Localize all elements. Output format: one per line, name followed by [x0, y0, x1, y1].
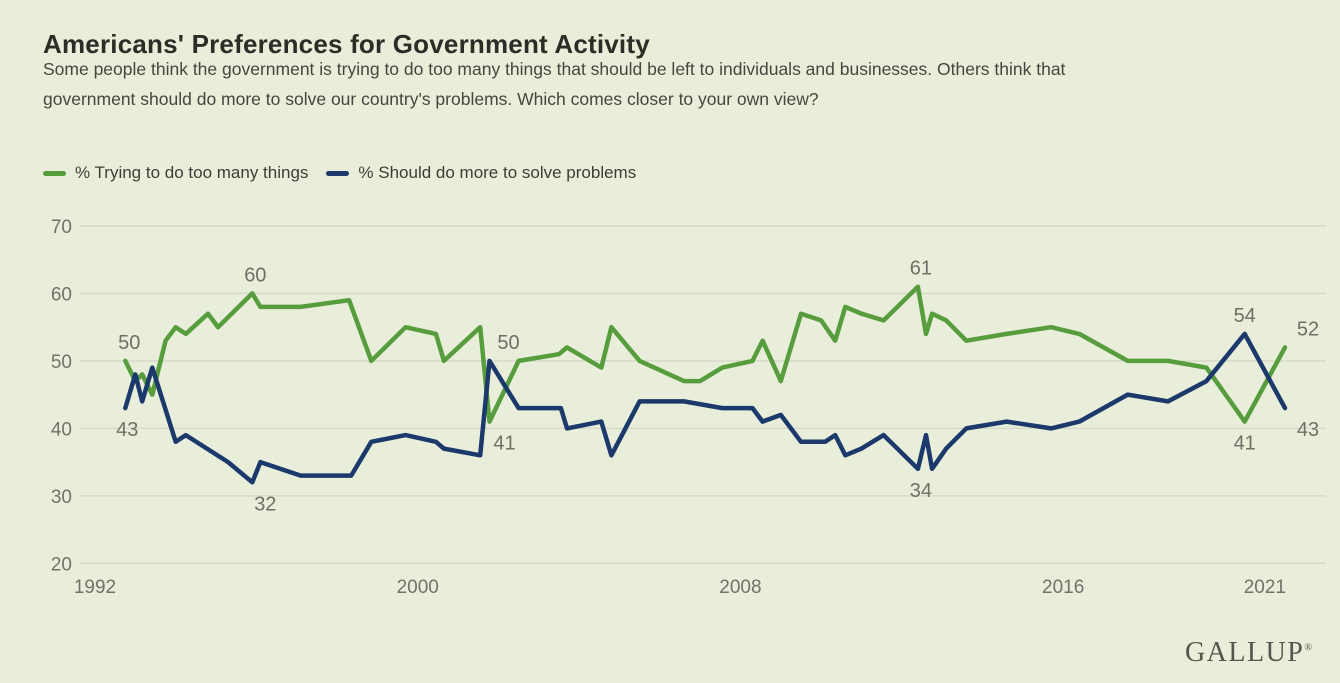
page-title: Americans' Preferences for Government Ac… [43, 29, 650, 60]
data-point-label: 54 [1234, 305, 1256, 327]
trend-should-do-more [123, 331, 1288, 485]
x-axis-label: 2016 [1042, 577, 1084, 598]
data-point-label: 43 [116, 419, 138, 441]
x-axis-label: 1992 [74, 577, 116, 598]
x-axis-label: 2008 [719, 577, 761, 598]
data-point-label: 41 [493, 433, 515, 455]
y-axis-label: 30 [51, 487, 72, 508]
x-axis-label: 2021 [1244, 577, 1286, 598]
chart-legend: % Trying to do too many things % Should … [43, 163, 636, 183]
data-point-label: 52 [1297, 318, 1319, 340]
y-axis-label: 50 [51, 352, 72, 373]
data-point-label: 50 [497, 332, 519, 354]
x-axis-label: 2000 [397, 577, 439, 598]
legend-item-too-many-things: % Trying to do too many things [43, 163, 308, 183]
data-point-label: 43 [1297, 419, 1319, 441]
subtitle-line-2: government should do more to solve our c… [43, 89, 819, 109]
gallup-logo-text: GALLUP [1184, 637, 1305, 668]
data-point-label: 41 [1234, 433, 1256, 455]
data-point-label: 61 [910, 258, 932, 280]
legend-label-too-many-things: % Trying to do too many things [75, 163, 309, 182]
data-point-label: 32 [254, 493, 276, 515]
trend-too-many-things [123, 284, 1288, 424]
data-point-label: 60 [244, 264, 266, 286]
y-axis-label: 20 [51, 554, 72, 575]
y-axis-label: 70 [51, 217, 72, 238]
legend-swatch-navy-icon [326, 170, 350, 176]
gallup-logo: GALLUP® [1185, 637, 1312, 669]
legend-label-should-do-more: % Should do more to solve problems [358, 163, 637, 182]
data-point-label: 34 [910, 480, 932, 502]
subtitle-line-1: Some people think the government is tryi… [43, 59, 1066, 79]
trademark-symbol: ® [1304, 642, 1312, 654]
y-axis-label: 60 [51, 284, 72, 305]
data-point-label: 50 [118, 332, 140, 354]
legend-swatch-green-icon [43, 170, 66, 176]
y-axis-label: 40 [51, 419, 72, 440]
legend-item-should-do-more: % Should do more to solve problems [326, 163, 636, 183]
